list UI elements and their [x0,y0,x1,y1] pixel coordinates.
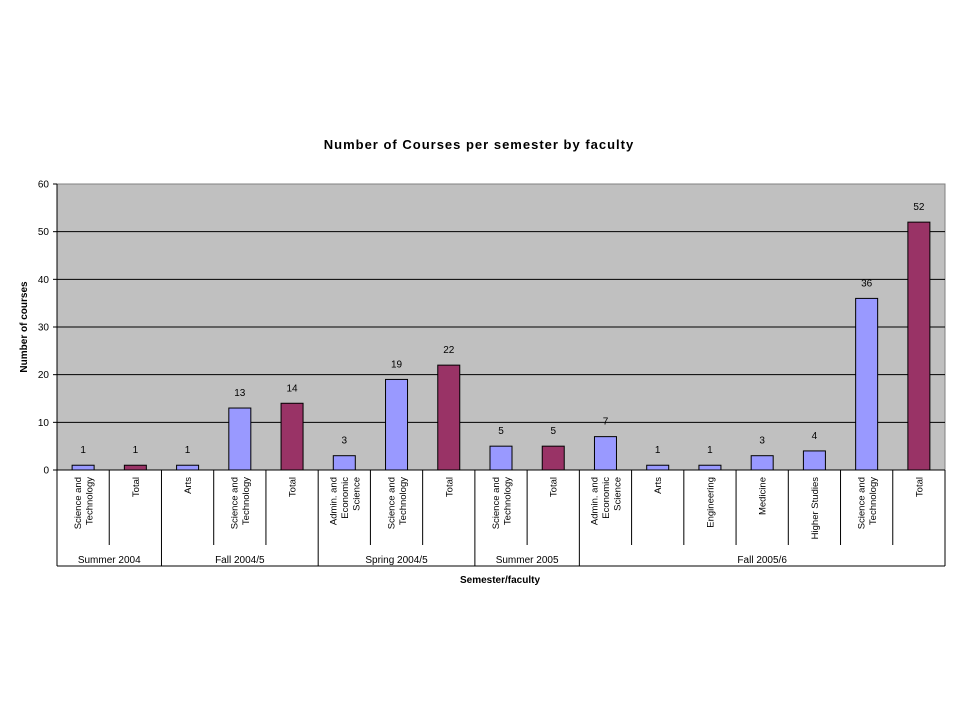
x-category-label: Technology [84,477,95,525]
x-axis-title: Semester/faculty [460,575,540,586]
x-category-label: Arts [183,477,194,494]
x-category-label: Technology [241,477,252,525]
bar [907,221,931,471]
data-label: 3 [342,436,348,447]
data-label: 1 [80,445,86,456]
x-category-label: Medicine [758,477,769,515]
x-group-label: Fall 2004/5 [215,555,265,566]
x-axis: Science and Technology Total Arts Science an… [56,469,946,567]
x-category-label: Engineering [705,477,716,528]
data-label: 4 [812,431,818,442]
x-category-label: Technology [868,477,879,525]
x-category-label: Higher Studies [810,477,821,540]
x-category-label: Total [288,477,299,497]
x-category-label: Technology [502,477,513,525]
data-label: 1 [133,445,139,456]
x-category-label: Science [612,477,623,511]
x-category-label: Total [549,477,560,497]
x-category-label: Science and [491,477,502,529]
bar [802,450,826,471]
data-label: 13 [234,388,246,399]
x-group-label: Fall 2005/6 [737,555,787,566]
x-category-label: Total [444,477,455,497]
y-tick-label: 10 [38,418,50,429]
y-tick-label: 20 [38,370,50,381]
x-category-label: Total [131,477,142,497]
x-category-label: Economic [340,477,351,519]
bar [646,464,670,471]
x-category-label: Science [351,477,362,511]
x-category-label: Admin. and [589,477,600,525]
x-group-label: Summer 2004 [78,555,141,566]
bar [176,464,200,471]
bar [593,436,617,471]
bar [750,455,774,471]
x-category-label: Total [914,477,925,497]
bar [541,445,565,471]
bar [332,455,356,471]
y-tick-label: 50 [38,227,50,238]
x-group-label: Summer 2005 [496,555,559,566]
data-label: 1 [707,445,713,456]
y-axis-title: Number of courses [19,281,30,373]
data-label: 3 [759,436,765,447]
x-category-label: Economic [601,477,612,519]
bar [123,464,147,471]
y-tick-label: 60 [38,180,50,191]
y-tick-label: 0 [43,466,49,477]
x-category-label: Science and [386,477,397,529]
data-label: 1 [185,445,191,456]
x-category-label: Science and [856,477,867,529]
x-group-label: Spring 2004/5 [365,555,428,566]
gridlines [57,231,945,423]
bar [385,378,409,471]
x-category-label: Science and [230,477,241,529]
bars [71,221,931,471]
bar [855,297,879,471]
x-category-label: Science and [73,477,84,529]
data-label: 1 [655,445,661,456]
bar [437,364,461,471]
data-label: 5 [498,426,504,437]
data-label: 22 [443,345,455,356]
bar [698,464,722,471]
chart-title: Number of Courses per semester by facult… [324,137,634,152]
bar [489,445,513,471]
data-label: 19 [391,359,403,370]
bar [71,464,95,471]
bar [280,402,304,471]
x-category-label: Technology [398,477,409,525]
bar [228,407,252,471]
y-tick-label: 30 [38,323,50,334]
y-axis: 0 10 20 30 40 50 60 [38,180,58,477]
x-category-label: Arts [653,477,664,494]
data-label: 36 [861,278,873,289]
data-label: 52 [913,202,925,213]
data-label: 7 [603,417,609,428]
data-label: 14 [286,383,298,394]
data-label: 5 [550,426,556,437]
y-tick-label: 40 [38,275,50,286]
x-category-label: Admin. and [328,477,339,525]
